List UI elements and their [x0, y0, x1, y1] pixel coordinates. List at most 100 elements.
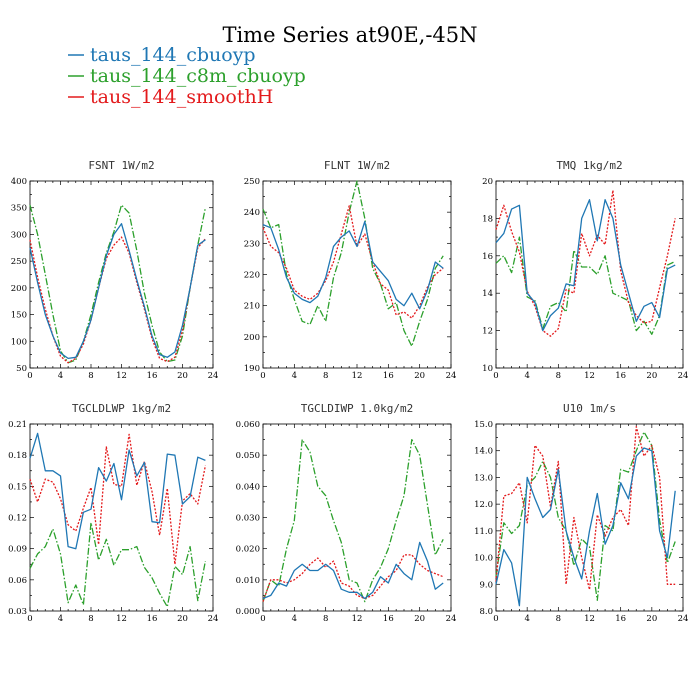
chart-panel: FSNT 1W/m2 0 4 8 12 16 20 24 50 100 150 200 250 300 35…: [11, 159, 219, 381]
y-tick-label: 0.09: [8, 545, 27, 555]
x-tick-label: 8: [88, 371, 93, 381]
series-line-taus-144-cbuoyp: [495, 447, 676, 607]
x-tick-label: 8: [323, 614, 328, 624]
x-tick-label: 0: [493, 371, 498, 381]
x-tick-label: 24: [208, 371, 219, 381]
y-tick-label: 190: [244, 364, 260, 374]
series-line-taus-144-cbuoyp: [495, 199, 676, 332]
y-tick-label: 14.0: [474, 447, 493, 457]
x-tick-label: 16: [383, 371, 394, 381]
y-tick-label: 350: [11, 204, 27, 214]
series-line-taus-144-smoothH: [29, 236, 206, 364]
y-tick-label: 0.000: [236, 607, 260, 617]
series-line-taus-144-smoothH: [29, 433, 207, 565]
panel-title: TGCLDIWP 1.0kg/m2: [301, 402, 414, 415]
series-line-taus-144-cbuoyp: [262, 220, 444, 310]
y-tick-label: 0.010: [236, 576, 260, 586]
x-tick-label: 12: [116, 614, 127, 624]
x-tick-label: 0: [27, 614, 32, 624]
chart-panel: U10 1m/s 0 4 8 12 16 20 24 8.0 9.0 10.0 11.0 12.0 13.…: [474, 402, 688, 624]
plot-frame: [495, 423, 684, 612]
x-tick-label: 4: [292, 371, 297, 381]
x-tick-label: 8: [556, 371, 561, 381]
y-tick-label: 13.0: [474, 473, 493, 483]
series-line-taus-144-smoothH: [262, 554, 444, 602]
y-tick-label: 250: [11, 257, 27, 267]
y-tick-label: 250: [244, 177, 260, 187]
legend-item: taus_144_cbuoyp: [68, 44, 256, 66]
legend-item: taus_144_smoothH: [68, 86, 273, 108]
y-tick-label: 0.060: [236, 420, 260, 430]
y-tick-label: 8.0: [479, 607, 493, 617]
x-tick-label: 20: [414, 371, 425, 381]
x-tick-label: 8: [556, 614, 561, 624]
y-tick-label: 200: [244, 333, 260, 343]
series-line-taus-144-c8m-cbuoyp: [495, 431, 676, 601]
y-tick-label: 14: [482, 289, 493, 299]
x-tick-label: 12: [352, 614, 363, 624]
series-line-taus-144-smoothH: [495, 426, 676, 591]
y-tick-label: 12.0: [474, 500, 493, 510]
y-tick-label: 0.020: [236, 545, 260, 555]
x-tick-label: 8: [323, 371, 328, 381]
y-tick-label: 16: [482, 252, 493, 262]
x-tick-label: 4: [58, 614, 63, 624]
y-tick-label: 20: [482, 177, 493, 187]
x-tick-label: 16: [383, 614, 394, 624]
y-tick-label: 0.18: [8, 451, 27, 461]
series-line-taus-144-c8m-cbuoyp: [262, 438, 444, 603]
y-tick-label: 0.050: [236, 451, 260, 461]
panel-title: TGCLDLWP 1kg/m2: [72, 402, 171, 415]
y-tick-label: 230: [244, 239, 260, 249]
plot-frame: [29, 180, 214, 369]
x-tick-label: 12: [584, 371, 595, 381]
y-tick-label: 0.03: [8, 607, 27, 617]
y-tick-label: 210: [244, 302, 260, 312]
x-tick-label: 24: [208, 614, 219, 624]
x-tick-label: 0: [260, 614, 265, 624]
panel-title: TMQ 1kg/m2: [556, 159, 622, 172]
y-tick-label: 100: [11, 337, 27, 347]
series-line-taus-144-c8m-cbuoyp: [29, 522, 207, 608]
legend-label: taus_144_cbuoyp: [90, 44, 256, 66]
x-tick-label: 12: [584, 614, 595, 624]
x-tick-label: 4: [524, 371, 529, 381]
x-tick-label: 4: [292, 614, 297, 624]
series-line-taus-144-c8m-cbuoyp: [29, 204, 207, 364]
series-line-taus-144-cbuoyp: [29, 432, 206, 550]
figure-title: Time Series at90E,-45N: [222, 23, 477, 47]
chart-panel: FLNT 1W/m2 0 4 8 12 16 20 24 190 200 210 220 230 240 2…: [244, 159, 457, 381]
panel-grid: FSNT 1W/m20 4 8 12 16 20 245010015020025030035…: [8, 159, 688, 624]
legend-label: taus_144_c8m_cbuoyp: [90, 65, 306, 87]
legend: taus_144_cbuoyp taus_144_c8m_cbuoyp taus…: [68, 44, 306, 108]
y-tick-label: 0.030: [236, 514, 260, 524]
x-tick-label: 16: [147, 371, 158, 381]
x-tick-label: 20: [414, 614, 425, 624]
x-tick-label: 24: [446, 614, 457, 624]
y-tick-label: 11.0: [474, 527, 493, 537]
x-tick-label: 4: [524, 614, 529, 624]
x-tick-label: 20: [177, 371, 188, 381]
plot-frame: [262, 180, 452, 369]
y-tick-label: 240: [244, 208, 260, 218]
x-tick-label: 0: [27, 371, 32, 381]
panel-title: FSNT 1W/m2: [88, 159, 154, 172]
legend-label: taus_144_smoothH: [90, 86, 273, 108]
y-tick-label: 12: [482, 327, 493, 337]
y-tick-label: 400: [11, 177, 27, 187]
x-tick-label: 12: [352, 371, 363, 381]
x-tick-label: 0: [260, 371, 265, 381]
y-tick-label: 15.0: [474, 420, 493, 430]
x-tick-label: 16: [615, 371, 626, 381]
y-tick-label: 300: [11, 230, 27, 240]
chart-panel: TGCLDIWP 1.0kg/m2 0 4 8 12 16 20 24 0.000 0.010 0.…: [236, 402, 457, 624]
x-tick-label: 8: [88, 614, 93, 624]
x-tick-label: 24: [678, 614, 689, 624]
y-tick-label: 0.15: [8, 482, 27, 492]
x-tick-label: 20: [646, 371, 657, 381]
y-tick-label: 50: [16, 364, 27, 374]
y-tick-label: 10.0: [474, 554, 493, 564]
x-tick-label: 0: [493, 614, 498, 624]
legend-item: taus_144_c8m_cbuoyp: [68, 65, 306, 87]
